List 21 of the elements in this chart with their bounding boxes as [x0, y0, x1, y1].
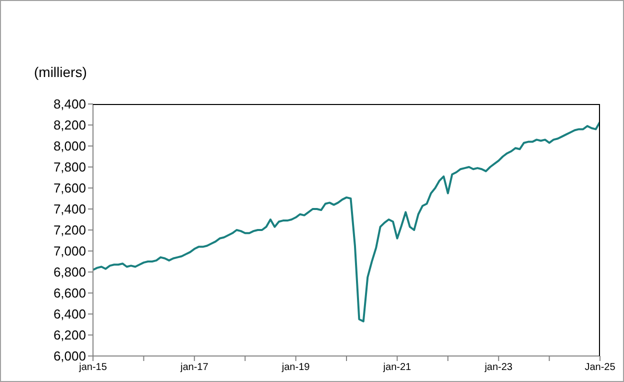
y-tick-label: 7,000	[53, 244, 86, 259]
x-tick-label: jan-23	[484, 362, 513, 374]
y-tick-label: 6,200	[53, 328, 86, 343]
y-tick-label: 8,000	[53, 138, 86, 154]
x-tick-label: jan-19	[280, 362, 310, 374]
y-tick-label: 7,600	[53, 180, 86, 196]
y-tick-label: 7,800	[53, 160, 86, 175]
line-series	[93, 120, 600, 322]
y-tick-label: 6,800	[53, 264, 86, 280]
y-tick-label: 7,200	[53, 222, 86, 238]
x-tick-label: Jan-25	[584, 362, 616, 374]
y-tick-label: 6,000	[53, 348, 86, 364]
x-tick-label: jan-21	[382, 362, 412, 374]
x-tick-label: jan-15	[78, 362, 108, 374]
x-tick-label: jan-17	[179, 362, 209, 374]
y-axis-title: (milliers)	[34, 64, 87, 80]
y-tick-label: 8,400	[53, 96, 86, 112]
y-tick-label: 6,600	[53, 286, 86, 301]
y-tick-label: 7,400	[53, 202, 86, 217]
y-tick-label: 6,400	[53, 306, 86, 322]
y-tick-label: 8,200	[53, 118, 86, 133]
